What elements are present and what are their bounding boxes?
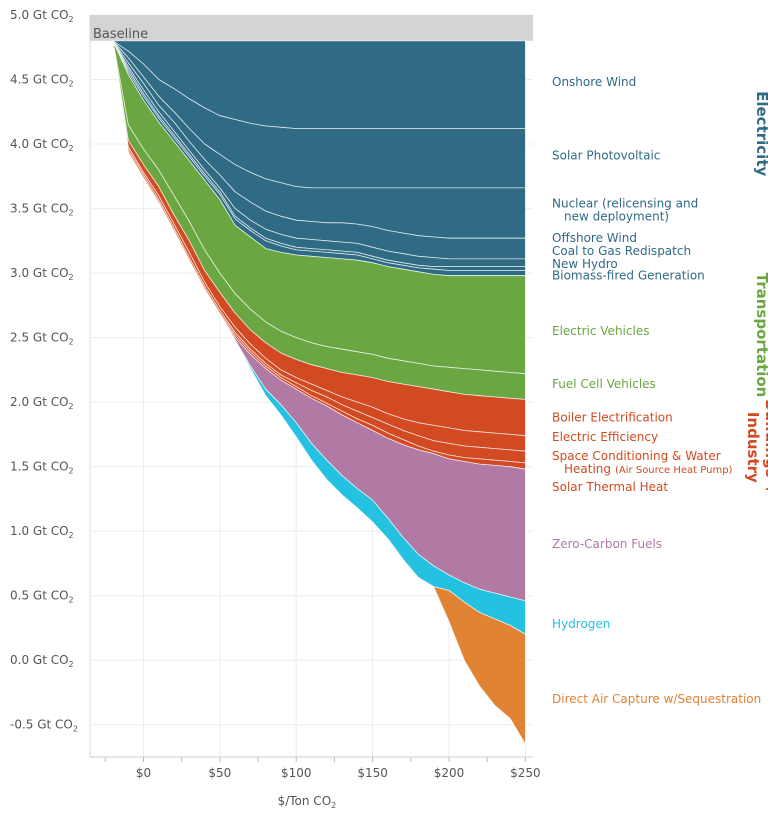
y-tick-label: 1.0 Gt CO2 — [10, 524, 74, 540]
x-tick-label: $150 — [357, 766, 388, 780]
series-label-new-hydro: New Hydro — [552, 257, 618, 271]
y-tick-label: 5.0 Gt CO2 — [10, 8, 74, 24]
x-tick-label: $0 — [136, 766, 151, 780]
series-label-onshore-wind: Onshore Wind — [552, 75, 636, 89]
y-tick-label: 2.0 Gt CO2 — [10, 395, 74, 411]
series-label-space-conditioning-water-heating: Space Conditioning & Water Heating (Air So… — [552, 449, 733, 476]
y-tick-label: 1.5 Gt CO2 — [10, 460, 74, 476]
y-tick-label: 0.5 Gt CO2 — [10, 589, 74, 605]
x-tick-label: $100 — [281, 766, 312, 780]
series-label-offshore-wind: Offshore Wind — [552, 231, 637, 245]
series-label-hydrogen: Hydrogen — [552, 617, 610, 631]
x-tick-label: $250 — [510, 766, 541, 780]
series-label-coal-to-gas-redispatch: Coal to Gas Redispatch — [552, 244, 691, 258]
y-tick-label: 3.0 Gt CO2 — [10, 266, 74, 282]
group-label-buildings-industry: Buildings +Industry — [744, 399, 768, 495]
series-label-biomass-fired-generation: Biomass-fired Generation — [552, 269, 705, 283]
series-label-solar-thermal-heat: Solar Thermal Heat — [552, 480, 668, 494]
x-axis-title: $/Ton CO2 — [278, 794, 337, 810]
baseline-band: Baseline — [90, 15, 533, 42]
y-tick-label: 3.5 Gt CO2 — [10, 202, 74, 218]
group-label-transportation: Transportation — [753, 273, 768, 398]
series-label-nuclear-relicensing-and-new-deployment: Nuclear (relicensing and new deployment) — [552, 196, 698, 223]
group-label-electricity: Electricity — [753, 91, 768, 176]
y-tick-label: 0.0 Gt CO2 — [10, 653, 74, 669]
series-label-zero-carbon-fuels: Zero-Carbon Fuels — [552, 537, 662, 551]
legend: Onshore Wind Solar Photovoltaic Nuclear (r… — [552, 75, 761, 706]
area-series — [112, 40, 526, 745]
series-label-electric-vehicles: Electric Vehicles — [552, 324, 649, 338]
axes: 5.0 Gt CO2 4.5 Gt CO2 4.0 Gt CO2 3.5 Gt CO2… — [10, 8, 541, 810]
y-tick-label: -0.5 Gt CO2 — [10, 718, 78, 734]
y-tick-label: 2.5 Gt CO2 — [10, 331, 74, 347]
baseline-region — [90, 15, 533, 41]
x-tick-label: $200 — [434, 766, 465, 780]
series-label-direct-air-capture-w-sequestration: Direct Air Capture w/Sequestration — [552, 692, 761, 706]
series-label-boiler-electrification: Boiler Electrification — [552, 410, 673, 424]
series-label-solar-photovoltaic: Solar Photovoltaic — [552, 149, 660, 163]
x-tick-label: $50 — [208, 766, 231, 780]
series-label-electric-efficiency: Electric Efficiency — [552, 430, 658, 444]
baseline-label: Baseline — [93, 27, 148, 42]
series-label-fuel-cell-vehicles: Fuel Cell Vehicles — [552, 377, 656, 391]
y-tick-label: 4.5 Gt CO2 — [10, 73, 74, 89]
y-tick-label: 4.0 Gt CO2 — [10, 137, 74, 153]
area-direct-air-capture-w-sequestration — [112, 40, 526, 745]
